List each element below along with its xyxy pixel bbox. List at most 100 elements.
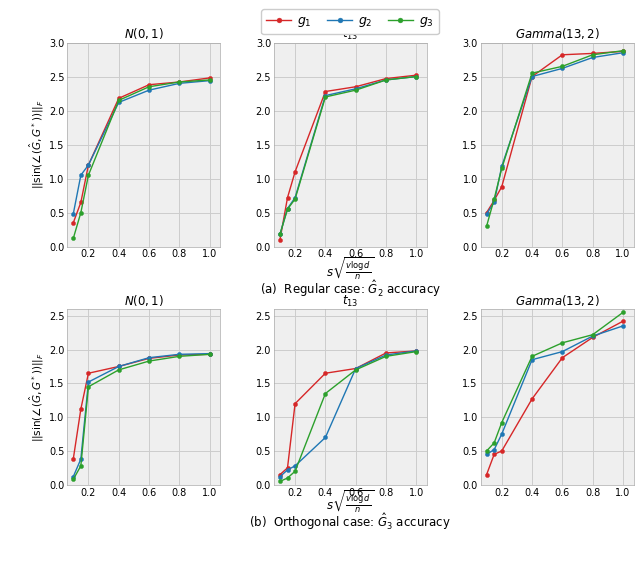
$g_3$ xyxy=(382,77,390,83)
Line: $g_2$: $g_2$ xyxy=(278,74,419,236)
$g_1$ xyxy=(490,197,498,204)
$g_1$ xyxy=(498,183,506,190)
$g_3$ xyxy=(276,478,284,485)
$g_2$ xyxy=(619,323,627,329)
Line: $g_1$: $g_1$ xyxy=(71,76,212,225)
$g_2$ xyxy=(382,352,390,358)
$g_3$ xyxy=(291,196,299,202)
Line: $g_3$: $g_3$ xyxy=(278,74,419,236)
$g_3$ xyxy=(84,383,92,390)
Line: $g_1$: $g_1$ xyxy=(278,73,419,242)
$g_3$ xyxy=(382,353,390,359)
$g_2$ xyxy=(528,73,536,80)
$g_2$ xyxy=(77,456,84,463)
$g_1$ xyxy=(69,219,77,226)
Y-axis label: $||\sin(\angle(\hat{G}, G^*))||_F$: $||\sin(\angle(\hat{G}, G^*))||_F$ xyxy=(28,352,46,442)
$g_3$ xyxy=(619,47,627,54)
$g_3$ xyxy=(483,223,490,230)
Line: $g_1$: $g_1$ xyxy=(278,349,419,477)
$g_1$ xyxy=(490,451,498,458)
$g_2$ xyxy=(321,434,329,441)
$g_3$ xyxy=(559,63,566,70)
$g_2$ xyxy=(115,363,123,370)
$g_1$ xyxy=(284,194,291,201)
$g_1$ xyxy=(528,73,536,80)
$g_2$ xyxy=(115,99,123,106)
Line: $g_2$: $g_2$ xyxy=(71,352,212,479)
$g_2$ xyxy=(84,379,92,386)
$g_3$ xyxy=(284,206,291,213)
$g_1$ xyxy=(145,355,153,362)
$g_3$ xyxy=(77,209,84,216)
$g_1$ xyxy=(559,354,566,361)
$g_2$ xyxy=(284,205,291,212)
$g_2$ xyxy=(276,231,284,238)
$g_2$ xyxy=(284,467,291,473)
Text: (b)  Orthogonal case: $\hat{G}_3$ accuracy: (b) Orthogonal case: $\hat{G}_3$ accurac… xyxy=(249,511,451,532)
Title: $Gamma(13, 2)$: $Gamma(13, 2)$ xyxy=(515,293,600,308)
Title: $N(0, 1)$: $N(0, 1)$ xyxy=(124,293,164,308)
$g_1$ xyxy=(77,199,84,206)
$g_3$ xyxy=(619,309,627,316)
$g_2$ xyxy=(352,86,360,92)
$g_1$ xyxy=(175,352,183,358)
$g_1$ xyxy=(175,79,183,86)
$g_1$ xyxy=(528,396,536,403)
$g_3$ xyxy=(352,366,360,373)
$g_3$ xyxy=(321,390,329,397)
$g_1$ xyxy=(115,363,123,370)
$g_2$ xyxy=(206,77,214,84)
$g_3$ xyxy=(352,87,360,94)
$g_1$ xyxy=(559,52,566,58)
$g_1$ xyxy=(382,75,390,82)
Title: $t_{13}$: $t_{13}$ xyxy=(342,294,358,309)
$g_2$ xyxy=(206,350,214,357)
Title: $Gamma(13, 2)$: $Gamma(13, 2)$ xyxy=(515,26,600,41)
$g_2$ xyxy=(498,163,506,170)
$g_2$ xyxy=(589,54,596,61)
Line: $g_1$: $g_1$ xyxy=(484,49,625,215)
$g_1$ xyxy=(206,74,214,81)
$g_3$ xyxy=(490,196,498,202)
$g_1$ xyxy=(382,349,390,357)
$g_2$ xyxy=(413,348,420,354)
$g_2$ xyxy=(69,210,77,217)
$g_3$ xyxy=(69,235,77,242)
$g_3$ xyxy=(413,348,420,355)
$g_1$ xyxy=(84,162,92,168)
Line: $g_3$: $g_3$ xyxy=(71,78,212,240)
Line: $g_1$: $g_1$ xyxy=(71,352,212,461)
$g_2$ xyxy=(145,87,153,94)
$g_3$ xyxy=(413,73,420,80)
$g_1$ xyxy=(413,348,420,354)
$g_1$ xyxy=(276,236,284,243)
$g_3$ xyxy=(528,70,536,77)
$g_3$ xyxy=(145,358,153,365)
Line: $g_3$: $g_3$ xyxy=(278,349,419,484)
$g_2$ xyxy=(291,194,299,201)
$g_2$ xyxy=(69,473,77,480)
$g_1$ xyxy=(321,88,329,95)
$g_2$ xyxy=(321,92,329,99)
$g_1$ xyxy=(589,334,596,341)
$g_2$ xyxy=(145,354,153,361)
$g_1$ xyxy=(352,365,360,372)
$g_2$ xyxy=(528,356,536,363)
$g_3$ xyxy=(77,463,84,469)
$g_3$ xyxy=(276,231,284,238)
$g_3$ xyxy=(284,475,291,481)
$g_2$ xyxy=(84,162,92,168)
Text: (a)  Regular case: $\hat{G}_2$ accuracy: (a) Regular case: $\hat{G}_2$ accuracy xyxy=(260,278,440,299)
$g_2$ xyxy=(77,172,84,179)
$g_2$ xyxy=(589,333,596,340)
$g_3$ xyxy=(483,447,490,454)
$g_3$ xyxy=(175,79,183,86)
$g_2$ xyxy=(276,473,284,480)
$g_2$ xyxy=(382,77,390,83)
$g_1$ xyxy=(69,456,77,463)
Legend: $g_1$, $g_2$, $g_3$: $g_1$, $g_2$, $g_3$ xyxy=(261,9,439,34)
$g_1$ xyxy=(321,370,329,376)
$g_3$ xyxy=(498,165,506,172)
$g_3$ xyxy=(559,340,566,346)
$g_1$ xyxy=(483,209,490,216)
